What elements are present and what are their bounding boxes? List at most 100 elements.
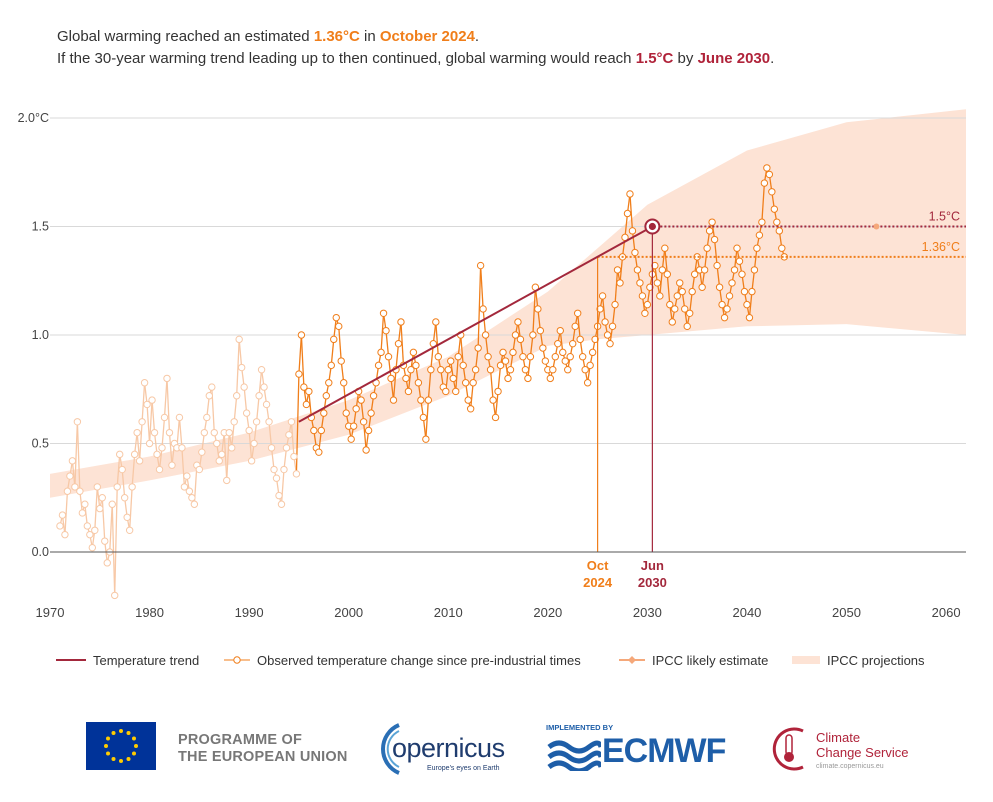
observed-segment [479, 265, 484, 309]
observed-segment [497, 365, 502, 392]
observed-point [68, 457, 77, 465]
headline-line-1: Global warming reached an estimated 1.36… [57, 28, 480, 45]
observed-point [190, 500, 199, 508]
observed-point [730, 266, 739, 274]
eu-star [111, 731, 116, 736]
legend-item-trend: Temperature trend [55, 651, 199, 669]
observed-point [452, 387, 460, 396]
observed-segment [258, 369, 263, 396]
eu-star [126, 756, 131, 761]
x-tick-label: 2060 [932, 605, 961, 620]
observed-point [63, 487, 72, 495]
observed-point [668, 318, 676, 326]
observed-segment [178, 417, 183, 448]
observed-point [322, 392, 330, 400]
observed-segment [362, 421, 367, 451]
observed-point [663, 270, 672, 278]
observed-point [138, 418, 146, 426]
observed-point [449, 374, 457, 383]
eu-star [119, 729, 123, 733]
observed-point [583, 379, 592, 387]
observed-segment [163, 378, 168, 418]
observed-point [237, 363, 246, 372]
observed-point [673, 292, 681, 300]
observed-segment [460, 334, 464, 366]
observed-point [611, 300, 619, 309]
observed-point [728, 279, 736, 287]
observed-point [367, 409, 375, 417]
observed-point [763, 164, 771, 172]
observed-point [369, 392, 378, 400]
observed-point [66, 472, 74, 480]
observed-point [317, 426, 326, 435]
observed-point [230, 418, 238, 426]
observed-point [302, 400, 311, 409]
observed-segment [290, 421, 295, 457]
y-tick-label: 0.5 [32, 437, 49, 451]
observed-segment [659, 269, 663, 297]
observed-point [581, 366, 589, 374]
observed-point [101, 537, 109, 545]
x-tick-label: 2050 [832, 605, 861, 620]
observed-segment [619, 256, 624, 283]
observed-point [656, 292, 664, 300]
eu-flag-icon [86, 722, 156, 770]
observed-segment [238, 339, 243, 368]
observed-point [93, 483, 101, 491]
observed-point [140, 379, 149, 387]
observed-point [260, 383, 268, 391]
observed-point [454, 353, 462, 361]
observed-point [601, 318, 609, 326]
observed-point [571, 322, 579, 331]
c3s-url: climate.copernicus.eu [816, 763, 884, 770]
observed-segment [400, 321, 405, 366]
ecmwf-wave-icon [547, 740, 601, 771]
observed-point [148, 396, 156, 404]
eu-star [111, 756, 116, 761]
observed-point [56, 522, 64, 530]
observed-point [287, 418, 296, 426]
observed-point [58, 511, 67, 519]
observed-point [195, 465, 204, 474]
observed-point [349, 422, 358, 430]
observed-point [250, 439, 258, 448]
legend-trend-swatch [56, 659, 86, 661]
observed-segment [666, 274, 671, 305]
observed-point [586, 361, 594, 370]
observed-segment [148, 400, 153, 444]
observed-point [653, 279, 662, 287]
observed-point [723, 305, 731, 313]
observed-point [160, 413, 169, 422]
observed-point [404, 387, 413, 396]
observed-point [145, 439, 154, 448]
observed-point [638, 292, 647, 300]
observed-point [257, 366, 266, 374]
observed-point [61, 530, 69, 539]
legend-observed-swatch [224, 656, 250, 664]
observed-point [115, 450, 124, 459]
observed-point [541, 357, 550, 365]
headline-target-date: June 2030 [697, 50, 771, 67]
observed-segment [629, 193, 634, 231]
c3s-logo: Climate Change Service [816, 730, 909, 760]
observed-point [765, 170, 774, 179]
observed-point [770, 205, 779, 213]
y-tick-label: 0.0 [32, 545, 49, 559]
observed-point [270, 465, 278, 474]
observed-segment [343, 382, 347, 414]
y-tick-label: 1.0 [32, 328, 49, 342]
observed-segment [577, 313, 581, 340]
observed-segment [494, 391, 499, 418]
observed-point [359, 418, 368, 426]
observed-point [534, 305, 542, 313]
x-tick-label: 1970 [36, 605, 65, 620]
observed-segment [470, 382, 474, 409]
observed-point [183, 472, 191, 480]
observed-point [718, 300, 726, 309]
observed-point [710, 235, 719, 244]
warming-chart: 0.0 0.5 1.0 1.5 2.0°C 1.5°C 1.36°C Oct 2024 Jun 20… [18, 109, 966, 620]
observed-point [409, 348, 418, 357]
x-tick-label: 1980 [135, 605, 164, 620]
observed-point [479, 305, 487, 313]
observed-point [111, 591, 119, 600]
